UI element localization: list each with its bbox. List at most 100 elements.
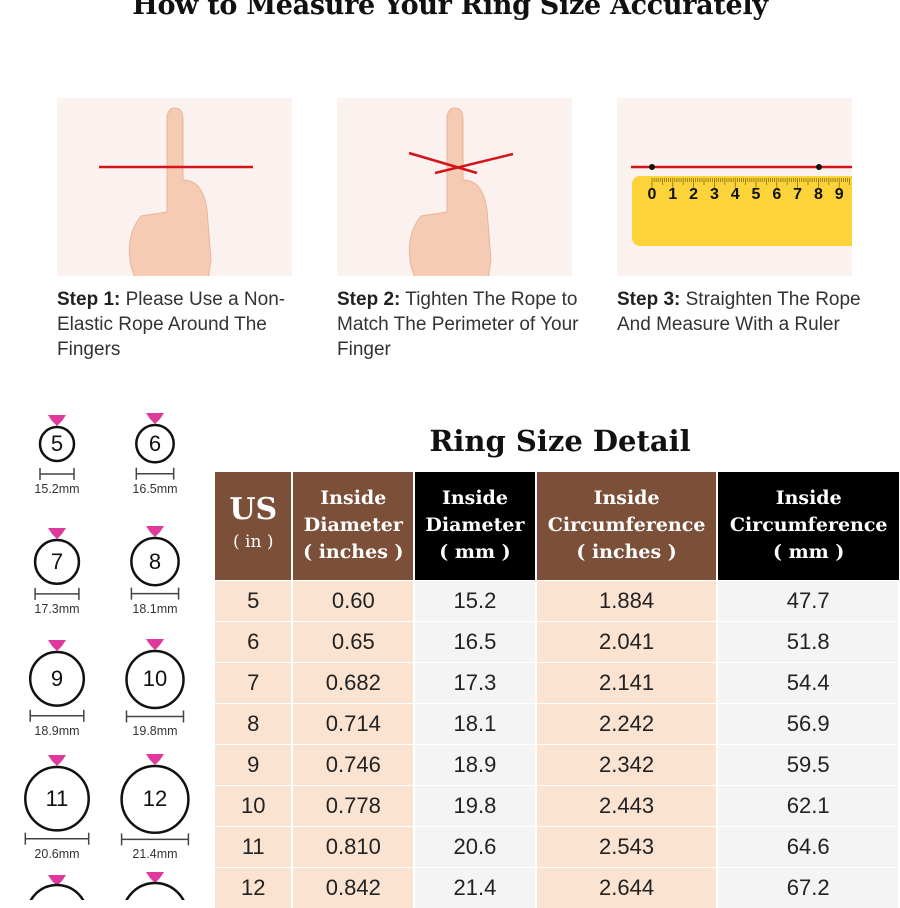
table-cell: 0.714 [292,702,416,744]
ruler-number: 5 [751,186,761,203]
table-cell: 0.810 [292,825,416,867]
step-2-text: Step 2: Tighten The Rope to Match The Pe… [337,289,579,360]
ring-number: 12 [142,785,168,811]
table-cell: 67.2 [717,866,900,908]
ring-diameter-label: 18.9mm [34,723,80,738]
ring-size-11: 11 20.6mm [17,753,97,867]
ring-icon [125,638,185,722]
ring-number: 10 [142,666,168,691]
step-1-text: Step 1: Please Use a Non-Elastic Rope Ar… [57,289,286,360]
header-circumference-inches: Inside Circumference( inches ) [535,472,719,580]
table-cell: 47.7 [717,579,900,621]
ring-size-8: 8 18.1mm [115,524,195,622]
table-cell: 15.2 [414,579,537,621]
table-cell: 11 [215,825,294,867]
table-cell: 54.4 [717,661,900,703]
ring-icon [33,528,81,600]
ring-diameter-label: 15.2mm [34,482,80,496]
header-diameter-mm: Inside Diameter( mm ) [414,472,537,580]
table-title: Ring Size Detail [429,424,691,458]
table-row: 11 0.810 20.6 2.543 64.6 [215,825,900,867]
ring-size-table: US( in ) Inside Diameter( inches ) Insid… [215,472,900,908]
table-cell: 56.9 [717,702,900,744]
ruler-number: 9 [834,186,844,203]
table-row: 6 0.65 16.5 2.041 51.8 [215,620,900,662]
table-cell: 2.644 [535,866,719,908]
ruler-number: 1 [668,186,678,203]
table-cell: 2.543 [535,825,719,867]
ring-diameter-label: 19.8mm [132,724,178,738]
ring-number: 8 [148,548,162,574]
hand-rope-tight-icon [408,107,514,276]
ring-diameter-label: 18.1mm [132,601,178,616]
ring-diameter-label: 21.4mm [132,846,178,861]
header-diameter-inches: Inside Diameter( inches ) [292,472,416,580]
table-cell: 10 [215,784,294,826]
ring-size-10: 10 19.8mm [115,637,195,745]
table-row: 9 0.746 18.9 2.342 59.5 [215,743,900,785]
ruler-number: 6 [772,186,782,203]
page-title: How to Measure Your Ring Size Accurately [132,0,768,21]
ring-icon [38,415,76,480]
table-cell: 2.242 [535,702,719,744]
hand-rope-icon [99,107,253,276]
table-row: 8 0.714 18.1 2.242 56.9 [215,702,900,744]
table-cell: 12 [215,866,294,908]
ring-icon [135,413,175,480]
table-cell: 1.884 [535,579,719,621]
ring-number: 9 [50,665,64,691]
ring-number: 5 [50,431,64,456]
table-cell: 0.778 [292,784,416,826]
ring-icon [28,640,86,722]
table-cell: 2.141 [535,661,719,703]
ruler-number: 4 [730,186,740,203]
table-row: 12 0.842 21.4 2.644 67.2 [215,866,900,908]
header-us: US( in ) [215,472,294,580]
table-cell: 8 [215,702,294,744]
table-cell: 20.6 [414,825,537,867]
table-cell: 64.6 [717,825,900,867]
ring-size-5: 5 15.2mm [17,413,97,502]
ring-number: 6 [148,430,162,456]
table-cell: 18.9 [414,743,537,785]
table-row: 7 0.682 17.3 2.141 54.4 [215,661,900,703]
step-3-text: Step 3: Straighten The Rope And Measure … [617,289,861,335]
table-cell: 0.65 [292,620,416,662]
table-cell: 51.8 [717,620,900,662]
table-cell: 59.5 [717,743,900,785]
table-cell: 2.342 [535,743,719,785]
ring-size-9: 9 18.9mm [17,638,97,744]
ruler-number: 2 [689,186,699,203]
table-cell: 21.4 [414,866,537,908]
ring-diameter-label: 16.5mm [132,481,178,496]
table-row: 5 0.60 15.2 1.884 47.7 [215,579,900,621]
ring-icon [120,753,190,845]
ring-number: 11 [45,785,69,811]
table-cell: 9 [215,743,294,785]
table-cell: 16.5 [414,620,537,662]
ring-number: 7 [50,548,64,574]
ruler-number: 7 [793,186,803,203]
table-cell: 62.1 [717,784,900,826]
table-cell: 0.682 [292,661,416,703]
table-cell: 5 [215,579,294,621]
table-cell: 2.041 [535,620,719,662]
step-1-image [57,98,292,276]
table-cell: 0.842 [292,866,416,908]
ring-size-7: 7 17.3mm [17,526,97,622]
ring-diameter-label: 17.3mm [34,601,80,616]
table-row: 10 0.778 19.8 2.443 62.1 [215,784,900,826]
table-cell: 19.8 [414,784,537,826]
step-2-image [337,98,572,276]
ring-diameter-label: 20.6mm [34,846,80,861]
table-cell: 7 [215,661,294,703]
ring-partial-row [29,872,185,900]
ruler-number: 0 [647,186,657,203]
table-cell: 18.1 [414,702,537,744]
ring-icon [130,526,180,600]
ring-size-12: 12 21.4mm [115,752,195,867]
ring-icon [24,755,90,845]
table-cell: 17.3 [414,661,537,703]
ring-size-6: 6 16.5mm [115,411,195,502]
